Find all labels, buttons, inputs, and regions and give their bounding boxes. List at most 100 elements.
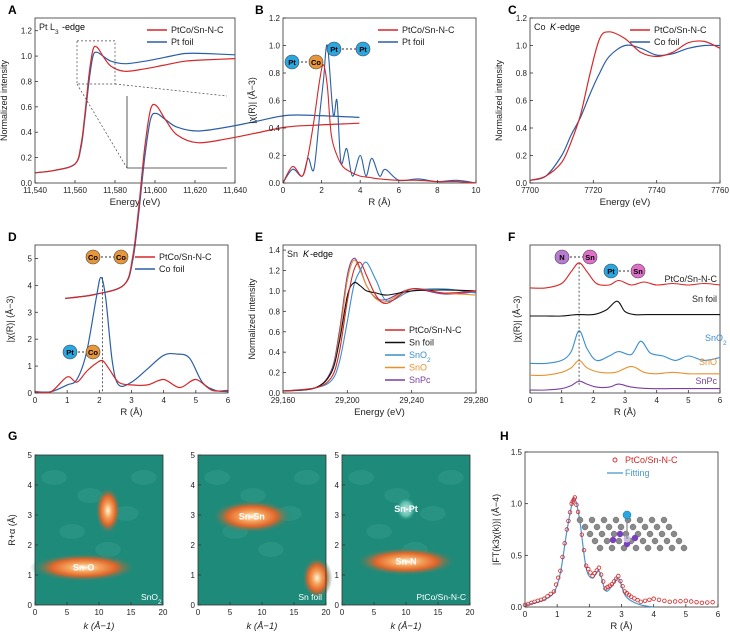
- wavelet-map-name: SnO2: [141, 592, 162, 606]
- x-tick-label: 1: [559, 396, 564, 405]
- y-tick-label: 1: [28, 571, 33, 580]
- sno2-line-f: [529, 330, 721, 365]
- x-tick-label: 7760: [711, 186, 729, 195]
- data-point-h: [705, 600, 710, 605]
- co-d2-bubble-label: Co: [116, 253, 126, 262]
- y-tick-label: 0.2: [21, 154, 33, 163]
- wavelet-contour: [41, 470, 67, 485]
- pt-b1-bubble: [284, 54, 300, 70]
- x-tick-label: 7720: [584, 186, 602, 195]
- ptco-line-b: [282, 64, 477, 184]
- carbon-atom: [663, 537, 671, 545]
- co-d3-bubble: [85, 344, 101, 360]
- x-tick-label: 11,560: [63, 186, 87, 195]
- data-point-h: [594, 568, 600, 573]
- pt-b3-bubble: [355, 41, 371, 57]
- panel-a-legend-label: Pt foil: [171, 37, 194, 47]
- data-point-h: [613, 576, 619, 581]
- panel-letter-b: B: [255, 3, 264, 17]
- panel-c-frame: [529, 17, 721, 184]
- data-point-h: [616, 573, 621, 579]
- x-tick-label: 11,640: [223, 186, 247, 195]
- wavelet-contour: [438, 470, 464, 485]
- x-tick-label: 0: [340, 608, 345, 617]
- x-tick-label: 11,580: [103, 186, 127, 195]
- carbon-atom: [610, 530, 618, 538]
- data-point-h: [638, 599, 643, 605]
- data-point-h: [553, 582, 559, 587]
- panel-e-title-k: K: [303, 249, 310, 259]
- carbon-atom: [591, 537, 599, 545]
- data-point-h: [572, 495, 578, 500]
- data-point-h: [564, 527, 570, 532]
- wavelet-spot-label: Sn-O: [73, 563, 95, 573]
- data-point-h: [672, 599, 678, 604]
- y-tick-label: 0.5: [511, 551, 523, 560]
- y-tick-label: 1.2: [269, 267, 281, 276]
- x-tick-label: 3: [623, 396, 628, 405]
- co-d1-bubble: [85, 249, 101, 265]
- carbon-atom: [651, 537, 659, 545]
- panel-a-frame: [34, 17, 236, 184]
- wavelet-contour: [366, 524, 392, 539]
- panel-letter-g: G: [8, 429, 17, 443]
- y-tick-label: 1.2: [269, 14, 281, 23]
- y-tick-label: 0.8: [21, 77, 33, 86]
- label-snpc-f: SnPc: [695, 376, 717, 386]
- y-tick-label: 1: [191, 571, 196, 580]
- panel-d-legend-label: Co foil: [159, 264, 185, 274]
- y-tick-label: 1.0: [21, 52, 33, 61]
- data-point-h: [694, 599, 699, 605]
- y-tick-label: 1.0: [516, 42, 528, 51]
- y-tick-label: 2: [28, 541, 33, 550]
- data-point-h: [620, 584, 625, 589]
- x-tick-label: 20: [159, 608, 168, 617]
- label-ptco-f: PtCo/Sn-N-C: [664, 274, 717, 284]
- panel-a-title: Pt L3: [39, 22, 59, 36]
- x-tick-label: 6: [226, 396, 231, 405]
- y-tick-label: 0.2: [516, 152, 528, 161]
- y-tick-label: 0.4: [269, 124, 281, 133]
- x-tick-label: 10: [95, 608, 104, 617]
- wavelet-map-bg: [342, 455, 470, 605]
- co-foil-line-d: [34, 276, 229, 393]
- y-axis-label: Normalized intensity: [494, 59, 504, 141]
- data-point-h: [710, 599, 715, 605]
- x-tick-label: 0: [33, 396, 38, 405]
- x-axis-label: Energy (eV): [110, 197, 161, 208]
- data-point-h: [551, 589, 557, 594]
- data-point-h: [667, 599, 672, 605]
- data-point-h: [656, 597, 662, 602]
- y-tick-label: 1: [335, 571, 340, 580]
- y-tick-label: 1.0: [269, 287, 281, 296]
- x-tick-label: 0: [523, 610, 528, 619]
- x-tick-label: 7700: [521, 186, 539, 195]
- carbon-atom: [639, 537, 647, 545]
- panel-b-legend-label: Pt foil: [402, 37, 425, 47]
- data-point-h: [647, 597, 652, 602]
- wavelet-contour: [59, 524, 85, 539]
- x-tick-label: 20: [466, 608, 475, 617]
- co-d3-bubble-label: Co: [88, 348, 98, 357]
- x-tick-label: 4: [358, 186, 363, 195]
- wavelet-contour: [258, 542, 284, 557]
- x-tick-label: 29,240: [399, 396, 424, 405]
- y-tick-label: 0.0: [269, 179, 281, 188]
- y-tick-label: 0.6: [516, 97, 528, 106]
- x-axis-label: R (Å): [120, 407, 142, 418]
- panel-f-frame: [529, 244, 721, 394]
- sn-foil-line-f: [529, 300, 720, 317]
- x-tick-label: 15: [290, 608, 299, 617]
- sn-f2-bubble: [630, 263, 646, 279]
- x-tick-label: 2: [587, 610, 592, 619]
- label-sn-foil-f: Sn foil: [692, 294, 717, 304]
- wavelet-spot: [210, 499, 293, 534]
- carbon-atom: [653, 523, 661, 531]
- data-point-h: [635, 597, 640, 603]
- wavelet-map-name: Sn foil: [298, 592, 322, 602]
- label-sno2-f: SnO2: [705, 333, 727, 347]
- y-tick-label: 0.8: [516, 69, 528, 78]
- y-tick-label: 2: [335, 541, 340, 550]
- panel-letter-h: H: [500, 429, 509, 443]
